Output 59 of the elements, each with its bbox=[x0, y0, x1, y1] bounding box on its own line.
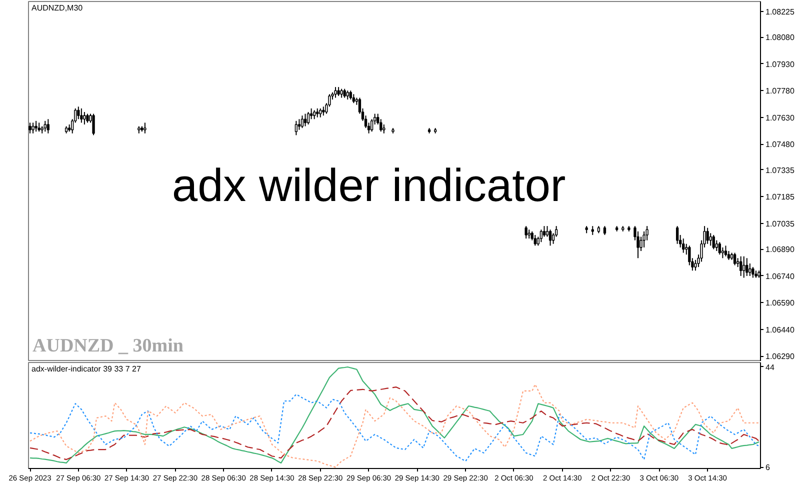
candlestick bbox=[712, 234, 715, 250]
candlestick bbox=[144, 122, 146, 134]
y-tick-label: 1.06890 bbox=[766, 245, 795, 254]
y-tick-label: 1.07185 bbox=[766, 192, 795, 202]
annotation: adx wilder indicator bbox=[172, 159, 566, 212]
candlestick bbox=[77, 106, 80, 120]
candlestick bbox=[306, 111, 310, 125]
candlestick bbox=[92, 113, 95, 136]
candlestick bbox=[294, 120, 298, 136]
y-tick-label: 44 bbox=[766, 362, 775, 372]
candlestick bbox=[334, 86, 337, 98]
candlestick bbox=[304, 113, 307, 127]
candlestick bbox=[746, 258, 748, 276]
chart-title: AUDNZD,M30 bbox=[32, 4, 84, 12]
candlestick bbox=[34, 120, 38, 132]
candlestick bbox=[534, 234, 536, 246]
annotation: AUDNZD _ 30min bbox=[32, 336, 184, 356]
candlestick bbox=[724, 245, 728, 257]
candlestick bbox=[706, 227, 709, 244]
candlestick bbox=[540, 229, 543, 243]
candlestick bbox=[300, 115, 304, 129]
candlestick bbox=[721, 246, 724, 259]
candlestick bbox=[80, 108, 83, 124]
candlestick bbox=[83, 111, 86, 125]
candlestick bbox=[524, 226, 528, 240]
candlestick bbox=[46, 118, 50, 134]
y-tick-label: 1.08225 bbox=[766, 7, 795, 16]
candlestick bbox=[542, 226, 546, 238]
y-tick-label: 1.07780 bbox=[766, 86, 795, 96]
candlestick bbox=[44, 120, 46, 132]
y-tick-label: 1.06740 bbox=[766, 272, 795, 281]
candlestick bbox=[28, 122, 32, 134]
candlestick bbox=[682, 238, 685, 254]
candlestick bbox=[748, 262, 752, 276]
candlestick bbox=[298, 118, 301, 130]
y-tick-label: 1.07335 bbox=[766, 166, 795, 175]
candlestick bbox=[742, 256, 746, 278]
candlestick bbox=[740, 256, 742, 276]
y-tick-label: 1.08080 bbox=[766, 33, 795, 42]
candlestick bbox=[718, 242, 722, 256]
y-tick-label: 1.06440 bbox=[766, 325, 795, 334]
y-tick-label: 1.07035 bbox=[766, 219, 795, 228]
candlestick bbox=[715, 240, 718, 252]
candlestick bbox=[752, 266, 754, 278]
candlestick bbox=[32, 122, 34, 134]
line-series bbox=[29, 366, 760, 464]
y-tick-label: 1.06590 bbox=[766, 298, 795, 308]
candlestick bbox=[546, 226, 549, 238]
candlestick bbox=[709, 232, 712, 246]
y-tick-label: 1.06290 bbox=[766, 352, 795, 362]
candlestick bbox=[733, 252, 736, 266]
chart-title: adx-wilder-indicator 39 33 7 27 bbox=[32, 364, 142, 374]
y-tick-label: 1.07480 bbox=[766, 140, 795, 150]
candlestick bbox=[310, 108, 313, 120]
y-tick-label: 6 bbox=[766, 463, 770, 472]
y-tick-label: 1.07930 bbox=[766, 60, 795, 69]
candlestick bbox=[548, 229, 552, 246]
candlestick bbox=[676, 226, 679, 244]
y-tick-label: 1.07630 bbox=[766, 113, 795, 122]
